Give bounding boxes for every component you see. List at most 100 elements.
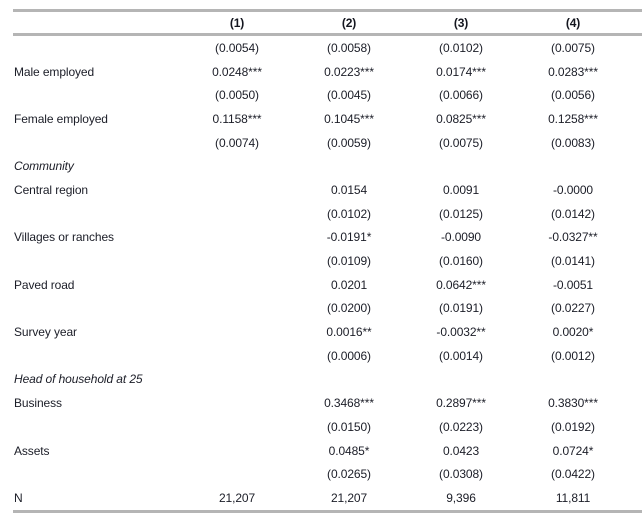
value-cell: -0.0327** <box>548 230 598 245</box>
row-label: Female employed <box>14 111 108 126</box>
table-row: (0.0200) (0.0191) (0.0227) <box>13 297 642 321</box>
value-cell: 0.1045*** <box>324 111 374 126</box>
value-cell: (0.0265) <box>327 467 371 482</box>
value-cell: (0.0045) <box>327 88 371 103</box>
value-cell: 9,396 <box>446 490 476 505</box>
header-bottom-border <box>13 33 642 36</box>
value-cell: (0.0160) <box>439 254 483 269</box>
regression-table: (1) (2) (3) (4) (0.0054) (0.0058) (0.0102)… <box>13 9 642 513</box>
value-cell: 0.0724* <box>552 443 594 458</box>
value-cell: (0.0012) <box>551 348 595 363</box>
value-cell: -0.0032** <box>436 325 486 340</box>
value-cell: (0.0075) <box>551 40 595 55</box>
value-cell: 0.0016** <box>326 325 372 340</box>
table-row: Male employed 0.0248*** 0.0223*** 0.0174***… <box>13 60 642 84</box>
row-label: Paved road <box>14 277 75 292</box>
value-cell: (0.0102) <box>439 40 483 55</box>
value-cell: 0.0154 <box>330 182 368 197</box>
table-row: (0.0074) (0.0059) (0.0075) (0.0083) <box>13 131 642 155</box>
value-cell: (0.0083) <box>551 135 595 150</box>
value-cell: (0.0125) <box>439 206 483 221</box>
value-cell: (0.0141) <box>551 254 595 269</box>
table-top-border <box>13 9 642 12</box>
row-label: Assets <box>14 443 50 458</box>
value-cell: (0.0054) <box>215 40 259 55</box>
value-cell: (0.0006) <box>327 348 371 363</box>
value-cell: 0.0825*** <box>436 111 486 126</box>
column-header-4: (4) <box>565 15 581 30</box>
value-cell: 0.0283*** <box>548 64 598 79</box>
value-cell: 0.0642*** <box>436 277 486 292</box>
column-header-1: (1) <box>229 15 245 30</box>
value-cell: (0.0142) <box>551 206 595 221</box>
table-row: Business 0.3468*** 0.2897*** 0.3830*** <box>13 391 642 415</box>
table-row: (0.0006) (0.0014) (0.0012) <box>13 344 642 368</box>
value-cell: 0.3830*** <box>548 396 598 411</box>
table-row: (0.0050) (0.0045) (0.0066) (0.0056) <box>13 83 642 107</box>
table-row: (0.0102) (0.0125) (0.0142) <box>13 202 642 226</box>
value-cell: (0.0074) <box>215 135 259 150</box>
table-row: Villages or ranches -0.0191* -0.0090 -0.032… <box>13 226 642 250</box>
table-body: (0.0054) (0.0058) (0.0102) (0.0075) Male emp… <box>13 36 642 510</box>
row-label: Central region <box>14 182 88 197</box>
value-cell: 0.0485* <box>328 443 370 458</box>
value-cell: (0.0059) <box>327 135 371 150</box>
value-cell: 21,207 <box>330 490 368 505</box>
row-label: Male employed <box>14 64 95 79</box>
row-label: N <box>14 490 23 505</box>
value-cell: (0.0422) <box>551 467 595 482</box>
value-cell: (0.0056) <box>551 88 595 103</box>
value-cell: 0.0091 <box>442 182 480 197</box>
value-cell: (0.0066) <box>439 88 483 103</box>
row-label: Head of household at 25 <box>14 372 143 387</box>
table-row: Assets 0.0485* 0.0423 0.0724* <box>13 439 642 463</box>
value-cell: (0.0150) <box>327 419 371 434</box>
table-row: Female employed 0.1158*** 0.1045*** 0.0825*… <box>13 107 642 131</box>
column-header-2: (2) <box>341 15 357 30</box>
value-cell: (0.0223) <box>439 419 483 434</box>
table-row: (0.0109) (0.0160) (0.0141) <box>13 249 642 273</box>
value-cell: (0.0191) <box>439 301 483 316</box>
table-header-row: (1) (2) (3) (4) <box>13 12 642 33</box>
row-label: Community <box>14 159 74 174</box>
value-cell: 11,811 <box>555 490 591 505</box>
value-cell: -0.0090 <box>441 230 481 245</box>
value-cell: (0.0109) <box>327 254 371 269</box>
value-cell: 0.0423 <box>442 443 480 458</box>
value-cell: -0.0191* <box>326 230 372 245</box>
value-cell: 0.1258*** <box>548 111 598 126</box>
table-bottom-border <box>13 509 642 513</box>
value-cell: 0.0248*** <box>212 64 262 79</box>
section-header-row: Community <box>13 154 642 178</box>
section-header-row: Head of household at 25 <box>13 368 642 392</box>
value-cell: 0.0201 <box>330 277 368 292</box>
row-label: Survey year <box>14 325 77 340</box>
value-cell: (0.0014) <box>439 348 483 363</box>
table-row: N 21,207 21,207 9,396 11,811 <box>13 486 642 510</box>
table-row: (0.0150) (0.0223) (0.0192) <box>13 415 642 439</box>
column-header-3: (3) <box>453 15 469 30</box>
value-cell: -0.0051 <box>553 277 593 292</box>
table-row: (0.0054) (0.0058) (0.0102) (0.0075) <box>13 36 642 60</box>
value-cell: (0.0050) <box>215 88 259 103</box>
table-row: Survey year 0.0016** -0.0032** 0.0020* <box>13 320 642 344</box>
table-row: Central region 0.0154 0.0091 -0.0000 <box>13 178 642 202</box>
value-cell: -0.0000 <box>553 182 593 197</box>
value-cell: (0.0308) <box>439 467 483 482</box>
value-cell: (0.0227) <box>551 301 595 316</box>
table-row: (0.0265) (0.0308) (0.0422) <box>13 462 642 486</box>
value-cell: (0.0200) <box>327 301 371 316</box>
value-cell: 0.3468*** <box>324 396 374 411</box>
value-cell: (0.0075) <box>439 135 483 150</box>
value-cell: 0.0223*** <box>324 64 374 79</box>
value-cell: (0.0102) <box>327 206 371 221</box>
table-row: Paved road 0.0201 0.0642*** -0.0051 <box>13 273 642 297</box>
value-cell: 0.2897*** <box>436 396 486 411</box>
row-label: Business <box>14 396 62 411</box>
value-cell: 0.0020* <box>552 325 594 340</box>
value-cell: 21,207 <box>218 490 256 505</box>
value-cell: (0.0192) <box>551 419 595 434</box>
row-label: Villages or ranches <box>14 230 114 245</box>
value-cell: 0.0174*** <box>436 64 486 79</box>
value-cell: (0.0058) <box>327 40 371 55</box>
